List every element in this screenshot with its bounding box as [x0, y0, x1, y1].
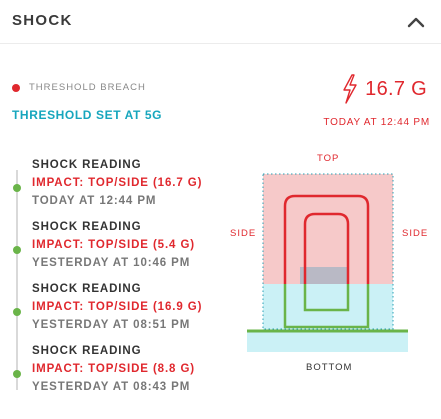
- shock-value-text: 16.7 G: [365, 77, 427, 100]
- timeline-line: [16, 170, 18, 390]
- reading-title: SHOCK READING: [32, 159, 142, 171]
- reading-time: YESTERDAY AT 08:43 PM: [32, 381, 191, 393]
- impact-zone-diagram: TOP SIDE SIDE BOTTOM: [228, 145, 428, 380]
- timeline-dot: [13, 308, 21, 316]
- overlap-shading: [300, 267, 349, 284]
- reading-impact: IMPACT: TOP/SIDE (5.4 G): [32, 239, 196, 251]
- zone-outline: [262, 173, 394, 330]
- chevron-up-icon[interactable]: [403, 10, 429, 34]
- container-outer-outline: [283, 194, 370, 284]
- lower-impact-zone: [263, 284, 393, 332]
- shock-panel-header[interactable]: SHOCK: [0, 0, 441, 44]
- list-item[interactable]: SHOCK READING IMPACT: TOP/SIDE (16.9 G) …: [0, 283, 230, 343]
- lightning-bolt-icon: [343, 74, 357, 104]
- timeline-dot: [13, 370, 21, 378]
- container-inner-outline: [303, 212, 350, 284]
- diagram-right-side-label: SIDE: [402, 228, 429, 239]
- current-shock-value: 16.7 G: [341, 74, 427, 104]
- reading-time: TODAY AT 12:44 PM: [32, 195, 157, 207]
- list-item[interactable]: SHOCK READING IMPACT: TOP/SIDE (16.7 G) …: [0, 159, 230, 219]
- reading-time: YESTERDAY AT 08:51 PM: [32, 319, 191, 331]
- reading-time: YESTERDAY AT 10:46 PM: [32, 257, 191, 269]
- reading-impact: IMPACT: TOP/SIDE (8.8 G): [32, 363, 196, 375]
- container-lower-outline: [283, 284, 370, 329]
- breach-label: THRESHOLD BREACH: [29, 82, 146, 93]
- container-inner-lower-outline: [303, 284, 350, 312]
- diagram-top-label: TOP: [317, 153, 340, 164]
- list-item[interactable]: SHOCK READING IMPACT: TOP/SIDE (5.4 G) Y…: [0, 221, 230, 281]
- bottom-impact-zone: [247, 332, 408, 352]
- panel-title: SHOCK: [12, 12, 73, 29]
- breach-status-dot: [12, 83, 20, 92]
- container-shape-graphic: [247, 173, 408, 352]
- threshold-set-label: THRESHOLD SET AT 5G: [12, 108, 163, 122]
- list-item[interactable]: SHOCK READING IMPACT: TOP/SIDE (8.8 G) Y…: [0, 345, 230, 405]
- timeline-dot: [13, 246, 21, 254]
- reading-title: SHOCK READING: [32, 345, 142, 357]
- reading-impact: IMPACT: TOP/SIDE (16.9 G): [32, 301, 203, 313]
- diagram-left-side-label: SIDE: [230, 228, 257, 239]
- reading-title: SHOCK READING: [32, 283, 142, 295]
- diagram-bottom-label: BOTTOM: [306, 362, 353, 373]
- reading-impact: IMPACT: TOP/SIDE (16.7 G): [32, 177, 203, 189]
- shock-value-timestamp: TODAY AT 12:44 PM: [323, 117, 430, 128]
- reading-title: SHOCK READING: [32, 221, 142, 233]
- threshold-breach-indicator: THRESHOLD BREACH: [12, 82, 146, 93]
- timeline-dot: [13, 184, 21, 192]
